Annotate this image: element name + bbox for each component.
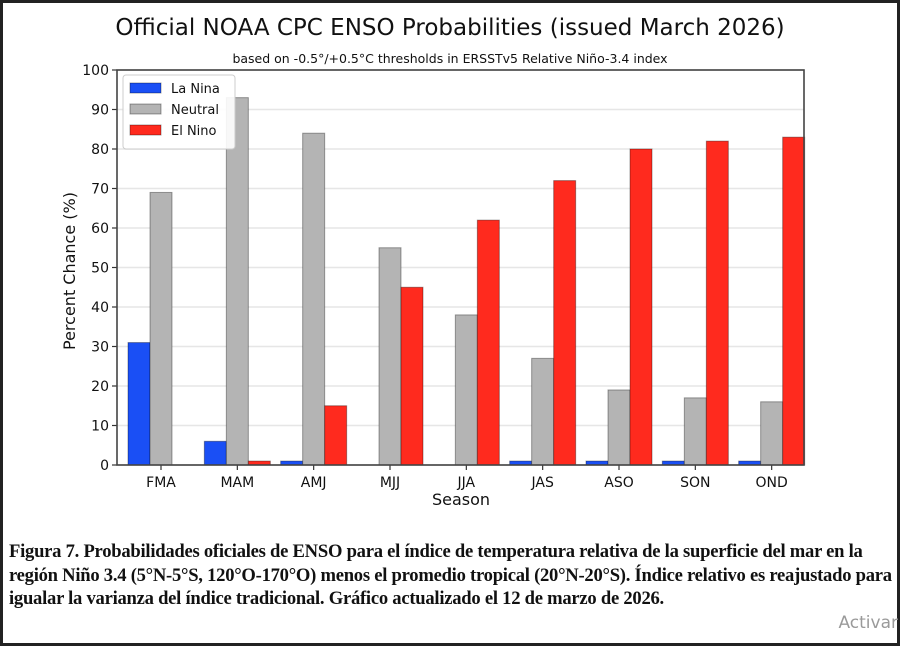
bar-el-nino-amj	[324, 405, 348, 466]
bar-el-nino-ond	[782, 136, 806, 466]
x-tick-label: ASO	[604, 475, 633, 491]
y-tick-label: 20	[91, 379, 109, 395]
legend-label: La Nina	[171, 82, 220, 97]
legend: La Nina Neutral El Nino	[122, 74, 236, 150]
bar-neutral-fma	[149, 191, 173, 466]
legend-label: Neutral	[171, 103, 219, 118]
x-tick-label: AMJ	[301, 475, 327, 491]
x-axis-label: Season	[432, 490, 490, 509]
chart-title: Official NOAA CPC ENSO Probabilities (is…	[115, 15, 785, 41]
x-tick-label: MJJ	[380, 475, 400, 491]
chart-subtitle: based on -0.5°/+0.5°C thresholds in ERSS…	[232, 51, 668, 66]
figure-frame: Official NOAA CPC ENSO Probabilities (is…	[3, 3, 897, 643]
x-tick-label: JJA	[457, 475, 476, 491]
legend-label: El Nino	[171, 124, 217, 139]
y-tick-label: 50	[91, 261, 109, 277]
y-axis-label: Percent Chance (%)	[60, 192, 79, 350]
y-tick-label: 80	[91, 142, 109, 158]
figure-caption: Figura 7. Probabilidades oficiales de EN…	[9, 541, 892, 610]
x-tick-label: SON	[680, 475, 710, 491]
bar-neutral-mjj	[378, 247, 402, 466]
y-tick-label: 90	[91, 103, 109, 119]
y-tick-label: 0	[100, 458, 109, 474]
legend-swatch-la-nina	[129, 82, 162, 94]
bar-el-nino-jas	[553, 180, 577, 466]
bar-chart: 0 10 20 30 40 50 60 70 80 90 100 FMA MAM AMJ MJJ JJA JAS…	[60, 63, 806, 509]
bar-el-nino-aso	[629, 148, 653, 466]
legend-swatch-neutral	[129, 103, 162, 115]
plot-border	[116, 69, 805, 466]
bar-el-nino-mjj	[400, 286, 424, 466]
bar-neutral-amj	[302, 132, 326, 466]
y-tick-label: 40	[91, 300, 109, 316]
x-tick-label: FMA	[146, 475, 176, 491]
legend-swatch-el-nino	[129, 124, 162, 136]
y-tick-label: 100	[82, 63, 109, 79]
x-tick-label: MAM	[220, 475, 254, 491]
bar-neutral-jas	[531, 357, 555, 466]
bars	[127, 97, 806, 466]
y-tick-label: 10	[91, 419, 109, 435]
bar-neutral-son	[683, 397, 707, 466]
bar-neutral-jja	[454, 314, 478, 466]
bar-la-nina-mam	[203, 440, 227, 466]
x-tick-label: OND	[756, 475, 788, 491]
activation-watermark: Activar	[838, 613, 898, 633]
y-tick-label: 30	[91, 340, 109, 356]
axes: 0 10 20 30 40 50 60 70 80 90 100 FMA MAM AMJ MJJ JJA JAS…	[82, 63, 805, 491]
bar-el-nino-jja	[476, 219, 500, 466]
bar-neutral-aso	[607, 389, 631, 466]
x-tick-label: JAS	[530, 475, 553, 491]
bar-el-nino-son	[705, 140, 729, 466]
y-tick-label: 60	[91, 221, 109, 237]
bar-la-nina-fma	[127, 342, 151, 466]
y-tick-label: 70	[91, 182, 109, 198]
bar-neutral-ond	[760, 401, 784, 466]
bar-neutral-mam	[225, 97, 249, 466]
